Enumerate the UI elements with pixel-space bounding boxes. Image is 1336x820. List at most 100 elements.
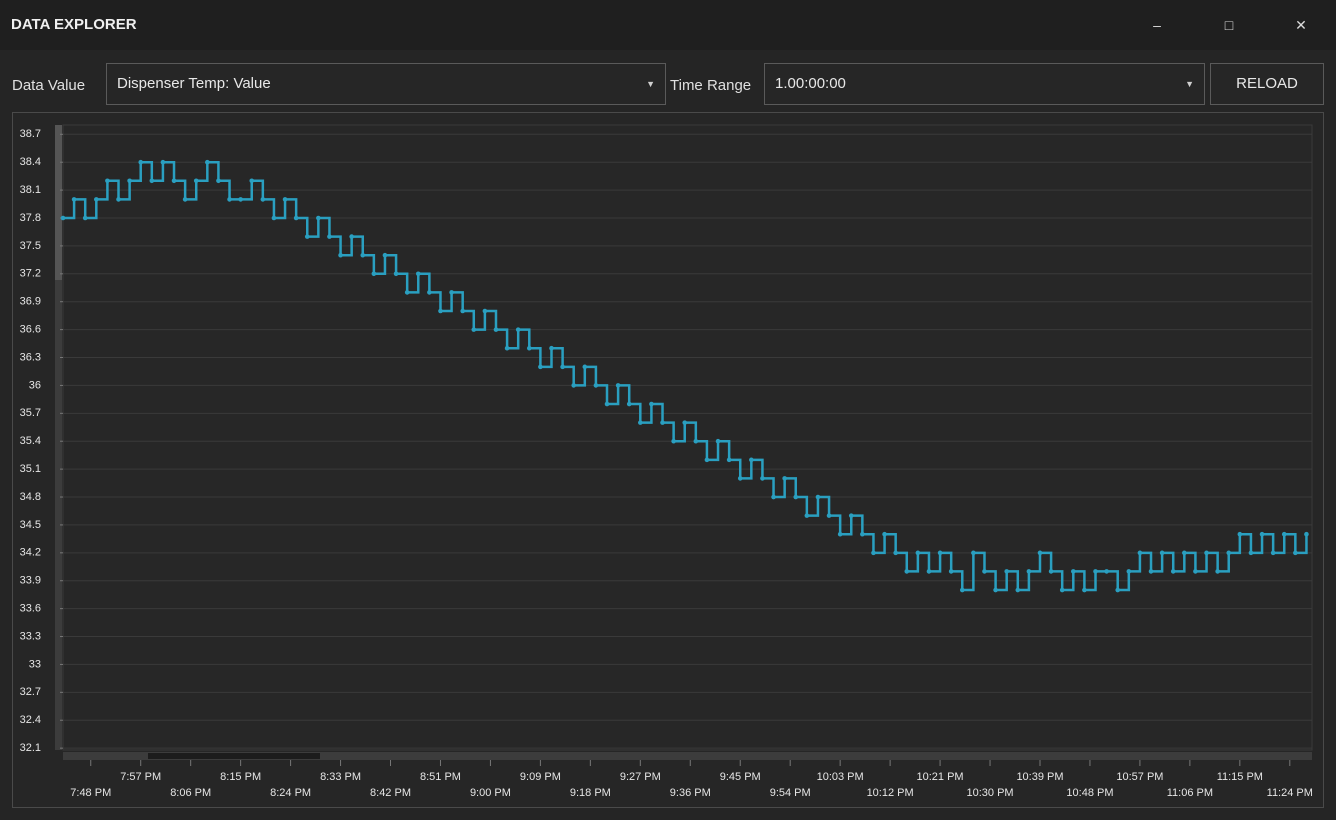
x-tick-label: 10:30 PM <box>966 787 1013 799</box>
data-point <box>682 420 688 425</box>
data-point <box>1248 550 1254 556</box>
y-tick-label: 34.2 <box>20 547 41 559</box>
data-point <box>116 197 121 202</box>
data-point <box>460 308 465 314</box>
x-tick-label: 8:42 PM <box>370 787 411 799</box>
data-point <box>815 494 821 500</box>
data-point <box>316 215 321 221</box>
horizontal-scroll-thumb[interactable] <box>148 753 320 759</box>
x-tick-label: 8:15 PM <box>220 771 261 783</box>
y-tick-label: 37.8 <box>20 212 41 224</box>
y-tick-label: 38.4 <box>20 156 41 168</box>
data-point <box>626 401 632 407</box>
data-point <box>1071 569 1076 574</box>
y-tick-label: 36 <box>29 379 41 391</box>
plot-area <box>62 124 1313 751</box>
x-tick-label: 8:33 PM <box>320 771 361 783</box>
data-point <box>1093 569 1098 574</box>
data-point <box>193 178 199 184</box>
x-tick-label: 7:48 PM <box>70 787 111 799</box>
y-tick-label: 38.7 <box>20 128 41 140</box>
x-tick-label: 10:21 PM <box>917 771 964 783</box>
window-title: DATA EXPLORER <box>11 16 137 33</box>
data-point <box>704 457 710 463</box>
data-value-combo[interactable]: Dispenser Temp: Value ▼ <box>106 63 666 105</box>
maximize-button[interactable]: □ <box>1224 17 1234 33</box>
data-point <box>82 215 88 221</box>
data-point <box>671 438 676 444</box>
data-point <box>1170 569 1176 574</box>
x-tick-label: 9:00 PM <box>470 787 511 799</box>
minimize-button[interactable]: – <box>1153 17 1161 33</box>
x-tick-label: 10:57 PM <box>1116 771 1163 783</box>
data-point <box>693 438 699 444</box>
y-tick-label: 35.1 <box>20 463 41 475</box>
data-point <box>504 345 510 351</box>
data-point <box>438 308 443 314</box>
data-point <box>1059 587 1065 593</box>
data-point <box>593 383 599 388</box>
data-point <box>771 494 776 500</box>
x-tick-label: 10:12 PM <box>867 787 914 799</box>
y-tick-label: 33.3 <box>20 630 41 642</box>
data-point <box>60 215 66 221</box>
data-point <box>349 234 354 239</box>
horizontal-scrollbar[interactable] <box>63 752 1312 760</box>
y-tick-label: 32.4 <box>20 714 41 726</box>
x-tick-label: 11:24 PM <box>1267 787 1313 799</box>
data-point <box>1226 550 1232 556</box>
data-point <box>1270 550 1276 556</box>
x-tick-label: 10:39 PM <box>1016 771 1063 783</box>
data-point <box>1048 569 1054 574</box>
data-value-text: Dispenser Temp: Value <box>117 75 271 92</box>
data-point <box>449 290 454 295</box>
data-point <box>1026 569 1032 574</box>
reload-button[interactable]: RELOAD <box>1210 63 1324 105</box>
data-point <box>1281 531 1287 537</box>
y-tick-label: 33 <box>29 658 41 670</box>
data-point <box>893 550 898 556</box>
chart-frame <box>12 112 1324 808</box>
data-point <box>948 569 954 574</box>
data-point <box>638 420 643 425</box>
data-point <box>915 550 921 556</box>
data-point <box>404 290 410 295</box>
data-point <box>293 215 299 221</box>
data-point <box>804 513 810 518</box>
y-tick-label: 36.3 <box>20 351 41 363</box>
data-point <box>871 550 876 556</box>
vertical-scrollbar[interactable] <box>55 125 62 750</box>
data-point <box>427 290 432 295</box>
data-point <box>1259 531 1265 537</box>
data-point <box>538 364 543 370</box>
x-tick-label: 7:57 PM <box>120 771 161 783</box>
time-range-label: Time Range <box>670 77 752 94</box>
y-tick-label: 34.8 <box>20 491 41 503</box>
data-point <box>371 271 377 277</box>
close-button[interactable]: ✕ <box>1295 17 1307 33</box>
data-point <box>1215 569 1220 574</box>
data-point <box>959 587 965 593</box>
data-point <box>560 364 565 370</box>
data-point <box>1126 569 1132 574</box>
data-line <box>63 160 1308 592</box>
data-point <box>71 197 77 202</box>
data-point <box>105 178 110 184</box>
data-point <box>604 401 610 407</box>
data-point <box>205 159 210 165</box>
x-tick-label: 10:03 PM <box>817 771 864 783</box>
y-tick-label: 33.9 <box>20 575 41 587</box>
data-point <box>1182 550 1187 556</box>
data-point <box>848 513 854 518</box>
data-point <box>515 327 521 332</box>
data-point <box>526 345 532 351</box>
data-point <box>216 178 221 184</box>
data-value-label: Data Value <box>12 77 86 94</box>
vertical-scroll-thumb[interactable] <box>55 125 62 280</box>
y-tick-label: 35.7 <box>20 407 41 419</box>
data-point <box>749 457 754 463</box>
data-point <box>382 252 388 258</box>
time-range-combo[interactable]: 1.00:00:00 ▼ <box>764 63 1205 105</box>
data-point <box>160 159 166 165</box>
data-point <box>127 178 132 184</box>
